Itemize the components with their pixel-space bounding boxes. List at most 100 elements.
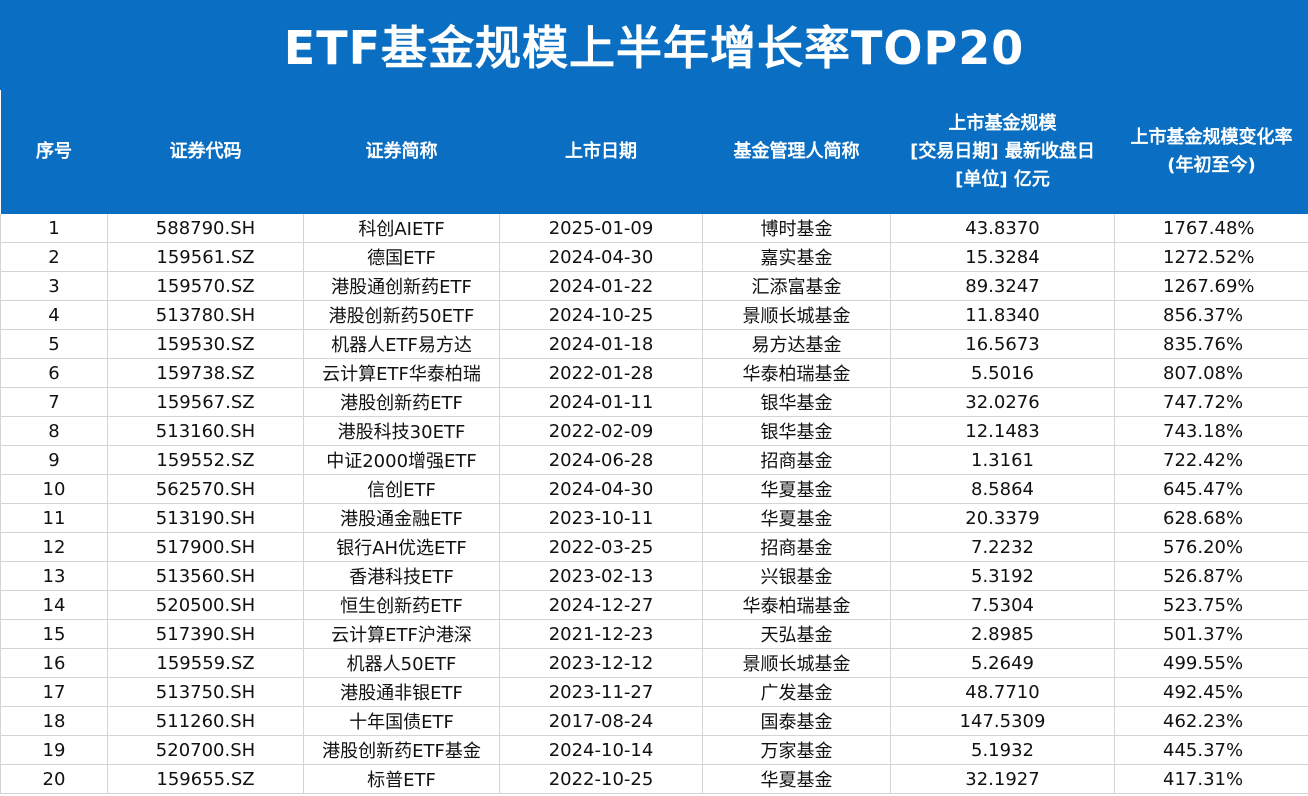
name-cell[interactable]: 港股通非银ETF [303, 677, 500, 707]
list-date-cell[interactable]: 2024-10-25 [499, 300, 703, 330]
index-cell[interactable]: 15 [0, 619, 108, 649]
name-cell[interactable]: 银行AH优选ETF [303, 532, 500, 562]
index-cell[interactable]: 19 [0, 735, 108, 765]
index-cell[interactable]: 18 [0, 706, 108, 736]
manager-cell[interactable]: 博时基金 [702, 214, 891, 243]
code-cell[interactable]: 511260.SH [107, 706, 304, 736]
name-cell[interactable]: 港股创新药50ETF [303, 300, 500, 330]
code-cell[interactable]: 517390.SH [107, 619, 304, 649]
index-cell[interactable]: 12 [0, 532, 108, 562]
index-cell[interactable]: 14 [0, 590, 108, 620]
list-date-cell[interactable]: 2017-08-24 [499, 706, 703, 736]
fund-size-cell[interactable]: 43.8370 [890, 214, 1115, 243]
list-date-cell[interactable]: 2022-01-28 [499, 358, 703, 388]
manager-cell[interactable]: 华夏基金 [702, 764, 891, 794]
fund-size-cell[interactable]: 2.8985 [890, 619, 1115, 649]
index-cell[interactable]: 4 [0, 300, 108, 330]
manager-cell[interactable]: 兴银基金 [702, 561, 891, 591]
fund-size-cell[interactable]: 5.1932 [890, 735, 1115, 765]
list-date-cell[interactable]: 2023-02-13 [499, 561, 703, 591]
header-index[interactable]: 序号 [0, 90, 108, 214]
name-cell[interactable]: 机器人50ETF [303, 648, 500, 678]
list-date-cell[interactable]: 2023-12-12 [499, 648, 703, 678]
index-cell[interactable]: 16 [0, 648, 108, 678]
header-fund-size[interactable]: 上市基金规模 [交易日期] 最新收盘日 [单位] 亿元 [890, 90, 1115, 214]
change-rate-cell[interactable]: 576.20% [1114, 532, 1308, 562]
code-cell[interactable]: 159530.SZ [107, 329, 304, 359]
fund-size-cell[interactable]: 7.2232 [890, 532, 1115, 562]
change-rate-cell[interactable]: 526.87% [1114, 561, 1308, 591]
change-rate-cell[interactable]: 835.76% [1114, 329, 1308, 359]
index-cell[interactable]: 5 [0, 329, 108, 359]
list-date-cell[interactable]: 2022-02-09 [499, 416, 703, 446]
change-rate-cell[interactable]: 417.31% [1114, 764, 1308, 794]
code-cell[interactable]: 159738.SZ [107, 358, 304, 388]
name-cell[interactable]: 德国ETF [303, 242, 500, 272]
fund-size-cell[interactable]: 147.5309 [890, 706, 1115, 736]
name-cell[interactable]: 云计算ETF沪港深 [303, 619, 500, 649]
manager-cell[interactable]: 招商基金 [702, 445, 891, 475]
manager-cell[interactable]: 银华基金 [702, 416, 891, 446]
code-cell[interactable]: 513190.SH [107, 503, 304, 533]
name-cell[interactable]: 恒生创新药ETF [303, 590, 500, 620]
fund-size-cell[interactable]: 5.2649 [890, 648, 1115, 678]
fund-size-cell[interactable]: 1.3161 [890, 445, 1115, 475]
code-cell[interactable]: 517900.SH [107, 532, 304, 562]
fund-size-cell[interactable]: 89.3247 [890, 271, 1115, 301]
name-cell[interactable]: 港股科技30ETF [303, 416, 500, 446]
change-rate-cell[interactable]: 499.55% [1114, 648, 1308, 678]
code-cell[interactable]: 159655.SZ [107, 764, 304, 794]
change-rate-cell[interactable]: 1272.52% [1114, 242, 1308, 272]
change-rate-cell[interactable]: 807.08% [1114, 358, 1308, 388]
name-cell[interactable]: 港股创新药ETF [303, 387, 500, 417]
code-cell[interactable]: 520700.SH [107, 735, 304, 765]
manager-cell[interactable]: 广发基金 [702, 677, 891, 707]
fund-size-cell[interactable]: 8.5864 [890, 474, 1115, 504]
manager-cell[interactable]: 万家基金 [702, 735, 891, 765]
manager-cell[interactable]: 景顺长城基金 [702, 300, 891, 330]
code-cell[interactable]: 513560.SH [107, 561, 304, 591]
header-name[interactable]: 证券简称 [303, 90, 500, 214]
manager-cell[interactable]: 华泰柏瑞基金 [702, 358, 891, 388]
change-rate-cell[interactable]: 856.37% [1114, 300, 1308, 330]
manager-cell[interactable]: 华夏基金 [702, 503, 891, 533]
change-rate-cell[interactable]: 492.45% [1114, 677, 1308, 707]
name-cell[interactable]: 港股创新药ETF基金 [303, 735, 500, 765]
index-cell[interactable]: 11 [0, 503, 108, 533]
name-cell[interactable]: 信创ETF [303, 474, 500, 504]
fund-size-cell[interactable]: 12.1483 [890, 416, 1115, 446]
code-cell[interactable]: 159561.SZ [107, 242, 304, 272]
list-date-cell[interactable]: 2024-10-14 [499, 735, 703, 765]
name-cell[interactable]: 云计算ETF华泰柏瑞 [303, 358, 500, 388]
fund-size-cell[interactable]: 5.5016 [890, 358, 1115, 388]
fund-size-cell[interactable]: 11.8340 [890, 300, 1115, 330]
name-cell[interactable]: 港股通创新药ETF [303, 271, 500, 301]
name-cell[interactable]: 十年国债ETF [303, 706, 500, 736]
code-cell[interactable]: 159570.SZ [107, 271, 304, 301]
list-date-cell[interactable]: 2024-01-22 [499, 271, 703, 301]
manager-cell[interactable]: 银华基金 [702, 387, 891, 417]
change-rate-cell[interactable]: 523.75% [1114, 590, 1308, 620]
list-date-cell[interactable]: 2024-04-30 [499, 474, 703, 504]
code-cell[interactable]: 513160.SH [107, 416, 304, 446]
change-rate-cell[interactable]: 628.68% [1114, 503, 1308, 533]
code-cell[interactable]: 520500.SH [107, 590, 304, 620]
list-date-cell[interactable]: 2024-06-28 [499, 445, 703, 475]
change-rate-cell[interactable]: 501.37% [1114, 619, 1308, 649]
manager-cell[interactable]: 国泰基金 [702, 706, 891, 736]
name-cell[interactable]: 科创AIETF [303, 214, 500, 243]
fund-size-cell[interactable]: 32.0276 [890, 387, 1115, 417]
list-date-cell[interactable]: 2024-04-30 [499, 242, 703, 272]
fund-size-cell[interactable]: 20.3379 [890, 503, 1115, 533]
manager-cell[interactable]: 嘉实基金 [702, 242, 891, 272]
name-cell[interactable]: 标普ETF [303, 764, 500, 794]
change-rate-cell[interactable]: 1267.69% [1114, 271, 1308, 301]
fund-size-cell[interactable]: 15.3284 [890, 242, 1115, 272]
manager-cell[interactable]: 天弘基金 [702, 619, 891, 649]
list-date-cell[interactable]: 2024-12-27 [499, 590, 703, 620]
change-rate-cell[interactable]: 722.42% [1114, 445, 1308, 475]
manager-cell[interactable]: 汇添富基金 [702, 271, 891, 301]
index-cell[interactable]: 1 [0, 214, 108, 243]
index-cell[interactable]: 7 [0, 387, 108, 417]
name-cell[interactable]: 中证2000增强ETF [303, 445, 500, 475]
